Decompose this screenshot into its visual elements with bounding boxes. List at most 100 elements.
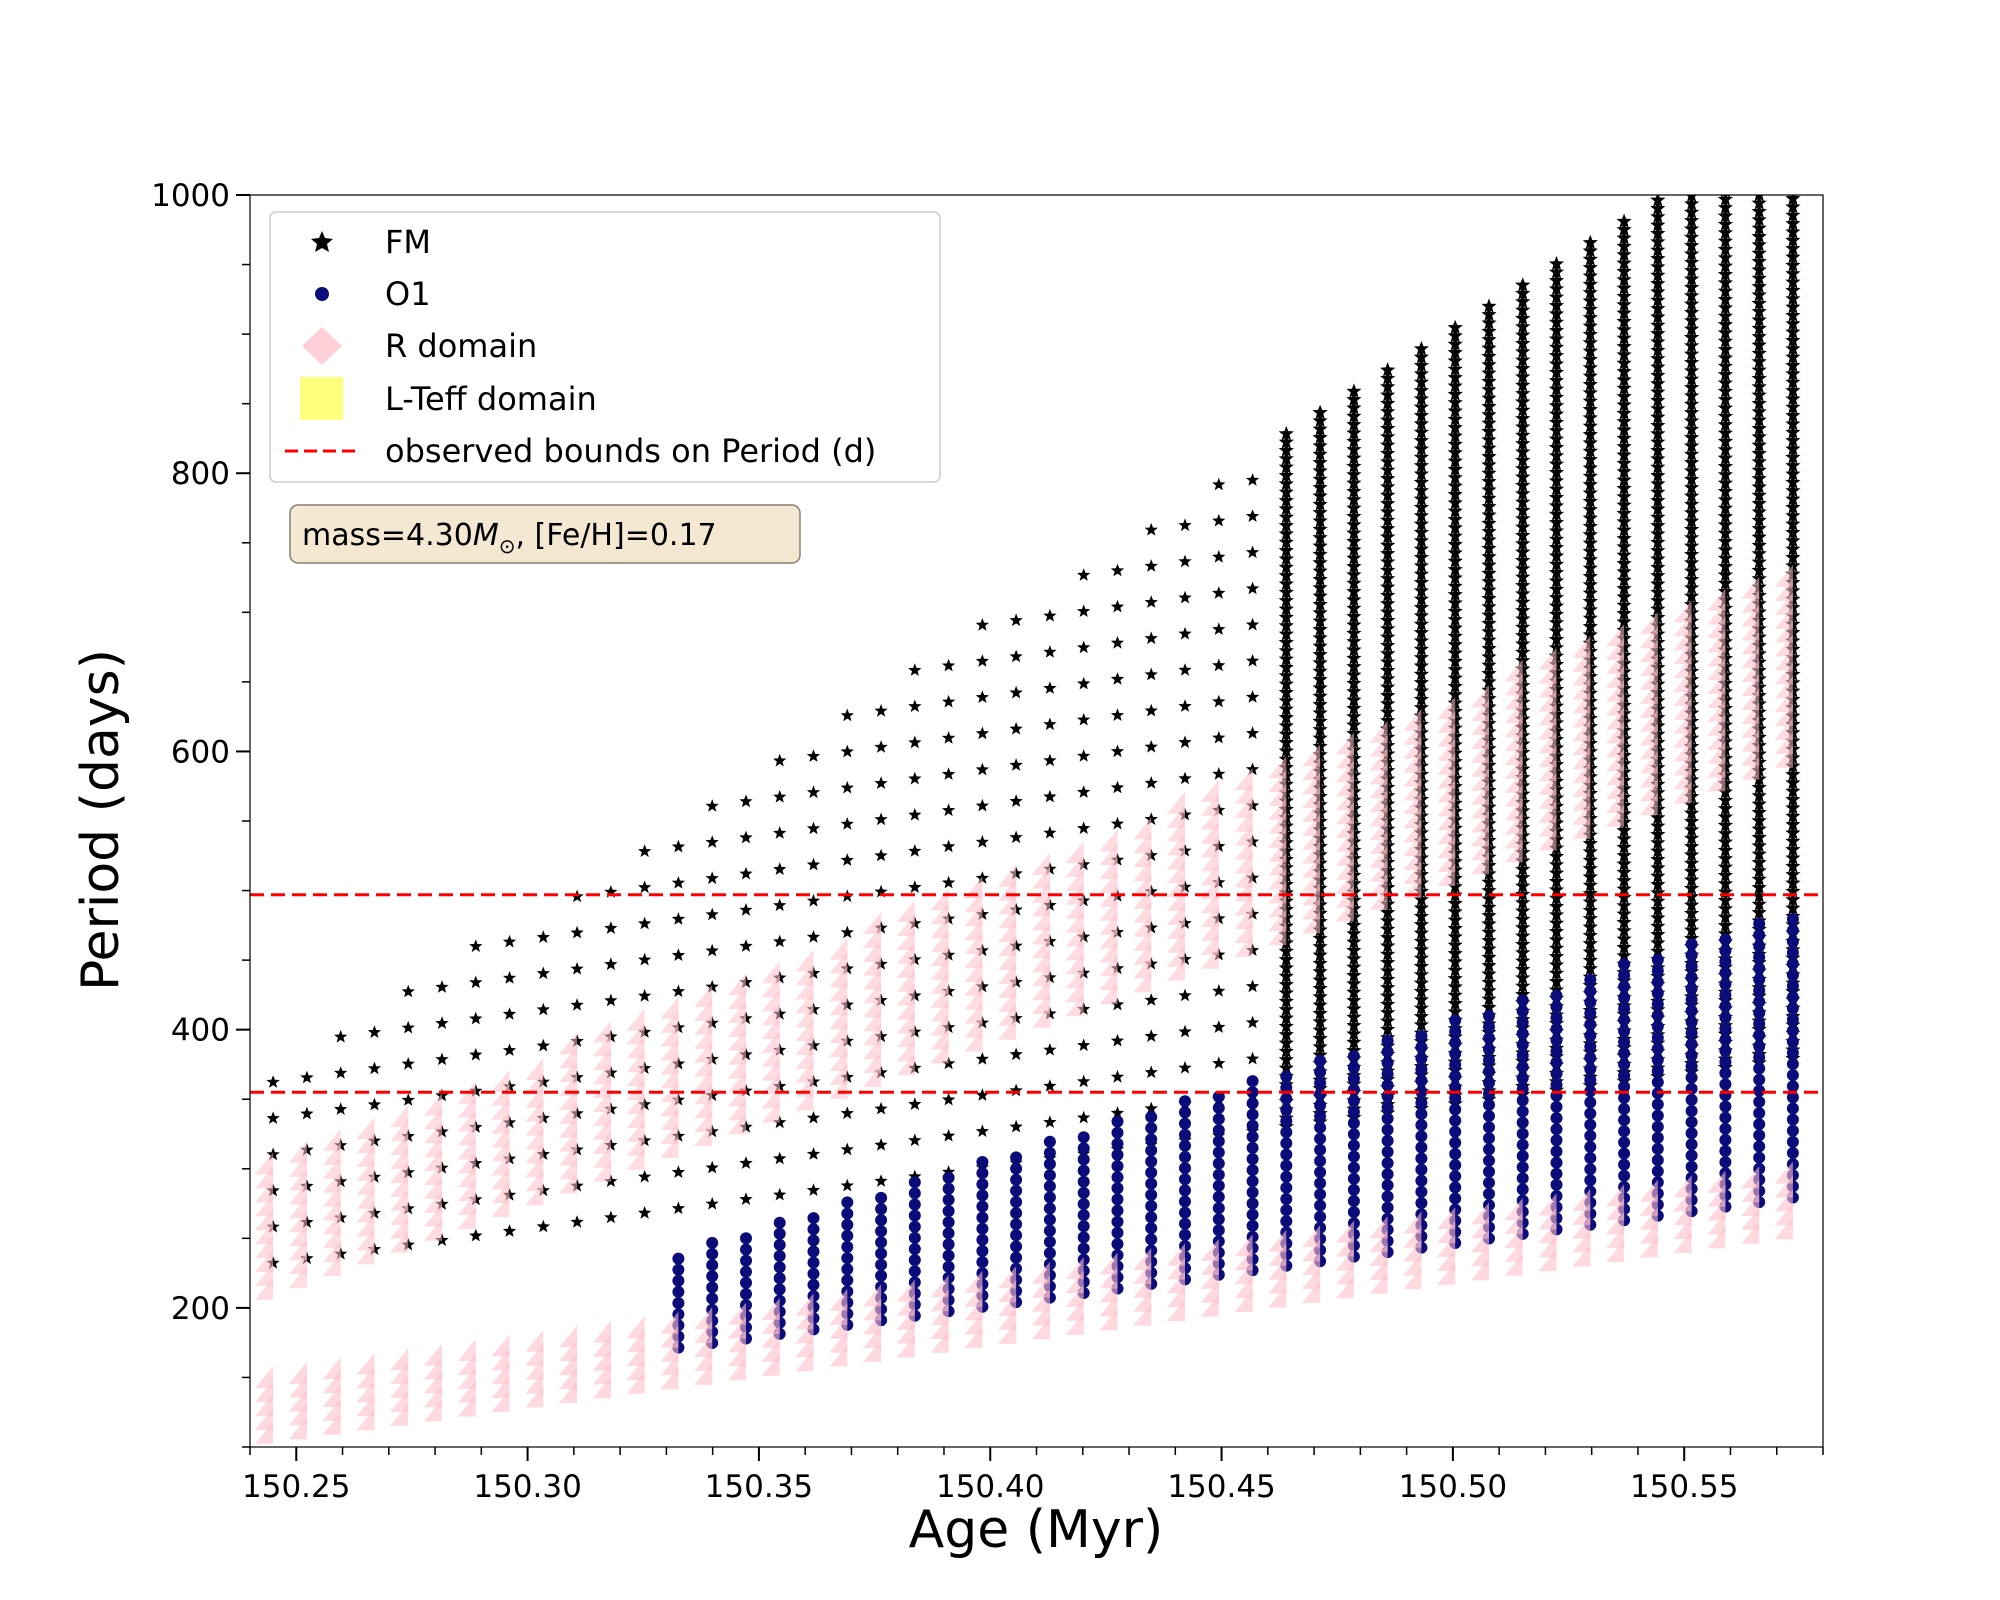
o1-point [1381,1056,1394,1069]
fm-point [671,948,686,961]
o1-point [1246,1108,1259,1121]
o1-point [1584,1074,1597,1087]
fm-point [1684,805,1700,820]
fm-point [1278,634,1294,649]
o1-point [908,1187,921,1200]
o1-point [841,1229,854,1242]
fm-point [1717,491,1733,507]
fm-point [1616,522,1632,537]
fm-point [1515,969,1531,985]
fm-point [1278,676,1294,691]
fm-point [1380,662,1396,678]
o1-point [841,1274,854,1287]
o1-point [1314,1166,1327,1179]
fm-point [1751,470,1767,486]
fm-point [1110,1070,1125,1083]
o1-point [1786,935,1799,948]
fm-point [1413,649,1429,665]
fm-point [1684,546,1700,561]
fm-point [1582,568,1598,583]
fm-point [1548,439,1565,454]
fm-point [1380,370,1396,385]
fm-point [1616,505,1632,521]
fm-point [1413,391,1429,406]
fm-point [1515,552,1531,568]
fm-point [1717,233,1733,248]
o1-point [1347,1195,1360,1207]
fm-point [1447,686,1463,702]
fm-point [1515,769,1531,785]
fm-point [1515,869,1531,885]
fm-point [1447,461,1463,476]
fm-point [1380,712,1396,728]
fm-point [1312,671,1328,687]
fm-point [1616,397,1632,412]
fm-point [1009,613,1023,627]
fm-point [1009,830,1023,844]
o1-point [1584,1107,1597,1120]
fm-point [1481,340,1497,355]
o1-point [1685,1160,1698,1173]
fm-point [1548,556,1565,571]
fm-point [1447,361,1463,376]
o1-point [1347,1117,1360,1130]
fm-point [401,1201,415,1215]
r-domain-point [592,1020,611,1043]
fm-point [1312,463,1328,478]
fm-point [1785,341,1801,356]
fm-point [604,993,618,1007]
o1-point [1111,1115,1124,1128]
fm-point [1447,536,1463,552]
fm-point [1380,387,1396,402]
o1-point [1719,1111,1732,1124]
o1-point [1786,1147,1799,1159]
fm-point [1413,549,1429,564]
fm-point [1481,982,1497,998]
o1-point [1111,1215,1124,1228]
fm-point [1650,392,1666,407]
fm-point [1717,458,1733,473]
fm-point [1413,916,1429,932]
fm-point [1785,307,1801,322]
fm-point [1717,834,1733,849]
fm-point [1650,275,1666,291]
o1-point [1685,1105,1698,1117]
fm-point [1650,910,1666,925]
o1-point [1753,1018,1766,1030]
o1-point [1280,1081,1293,1094]
fm-point [536,1219,550,1233]
o1-point [1246,1219,1259,1232]
fm-point [1548,464,1565,480]
fm-point [773,862,787,875]
fm-point [1110,708,1125,721]
r-domain-point [1268,1229,1287,1252]
fm-point [1548,339,1565,354]
fm-point [1043,717,1057,731]
fm-point [1312,579,1328,595]
o1-point [1786,946,1799,959]
fm-point [1751,829,1767,845]
o1-point [1381,1034,1394,1047]
fm-point [1751,896,1767,911]
fm-point [1751,520,1767,536]
fm-point [671,1020,686,1034]
o1-point [1449,1114,1462,1127]
fm-point [1515,727,1531,743]
o1-point [1651,1131,1664,1144]
fm-point [806,821,821,835]
o1-point [1618,1025,1631,1038]
fm-point [1582,268,1598,283]
fm-point [1077,1110,1091,1124]
fm-point [1684,863,1700,879]
o1-point [1550,1023,1563,1035]
fm-point [1481,298,1497,313]
fm-point [1515,803,1531,818]
o1-point [706,1236,719,1249]
o1-point [976,1167,989,1180]
o1-point [1719,978,1732,991]
fm-point [1785,416,1801,431]
fm-point [1717,800,1733,816]
fm-point [1650,434,1666,449]
fm-point [1515,444,1531,459]
fm-point [1380,963,1396,978]
